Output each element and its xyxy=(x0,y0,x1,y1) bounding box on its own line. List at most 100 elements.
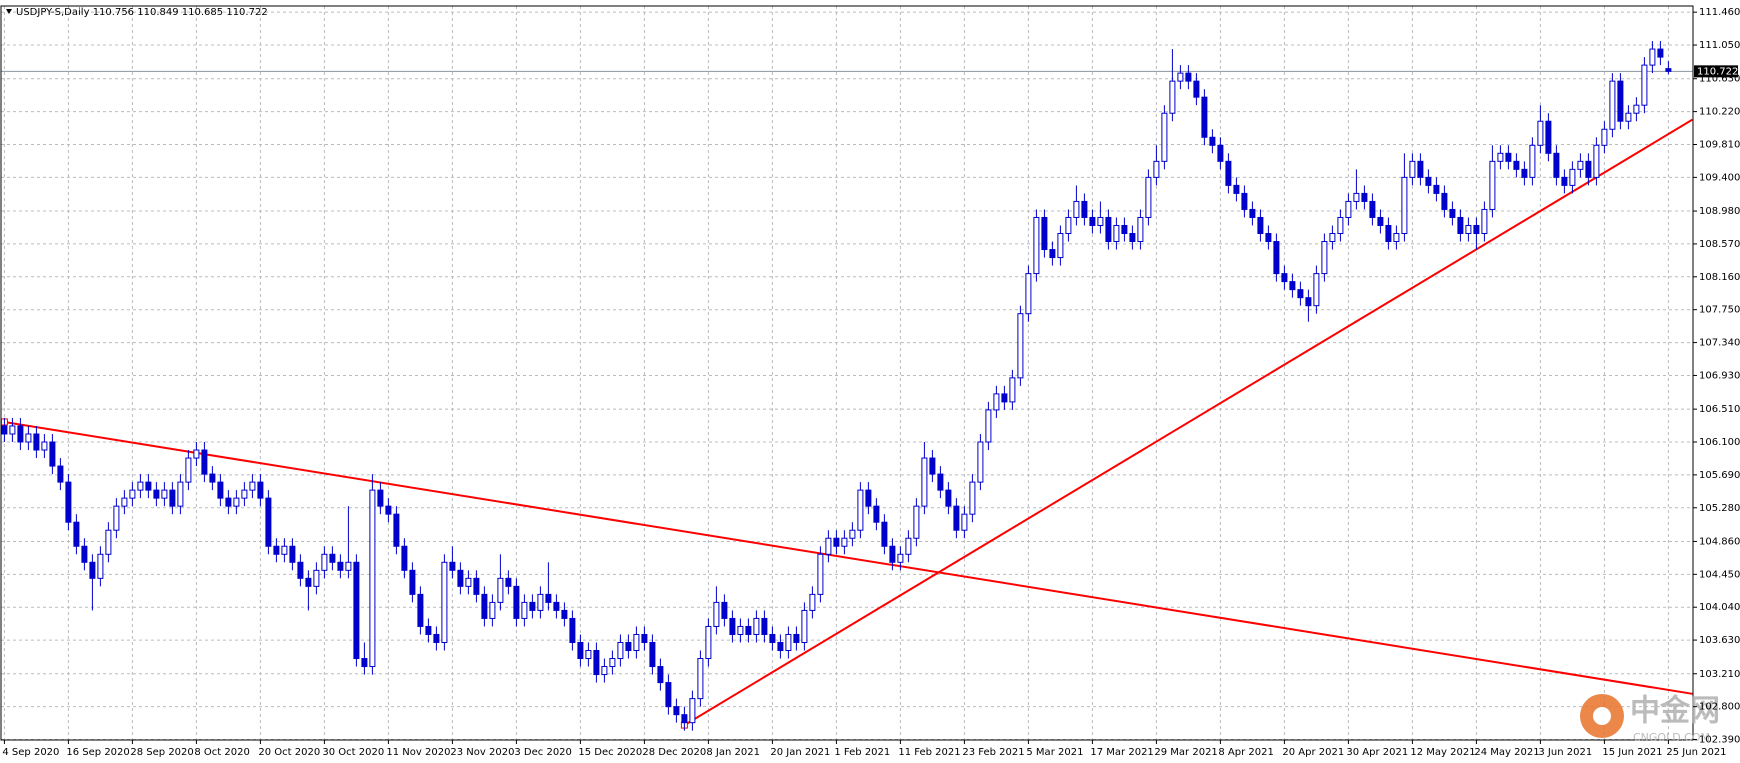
candle-body xyxy=(1113,224,1120,243)
candle-body xyxy=(689,698,696,724)
candle-body xyxy=(1257,216,1264,235)
candle-body xyxy=(833,537,840,547)
watermark-site: CNGOLD.COM xyxy=(1633,731,1710,744)
candle-body xyxy=(1321,241,1328,275)
candle-body xyxy=(1225,160,1232,186)
price-label: 110.722 xyxy=(1697,66,1738,77)
x-tick-label: 8 Oct 2020 xyxy=(194,747,249,758)
candle-body xyxy=(1473,224,1480,235)
candle-body xyxy=(545,593,552,603)
candle-body xyxy=(1033,216,1040,275)
y-tick-label: 106.100 xyxy=(1699,437,1740,448)
candle-body xyxy=(1089,216,1096,226)
candle-body xyxy=(993,393,1000,411)
x-tick-label: 11 Feb 2021 xyxy=(898,747,960,758)
candle-body xyxy=(1129,233,1136,243)
candle-body xyxy=(497,577,504,603)
candle-body xyxy=(1537,120,1544,146)
candle-body xyxy=(473,577,480,595)
candle-body xyxy=(353,561,360,660)
candle-body xyxy=(713,601,720,627)
candle-body xyxy=(1481,208,1488,235)
candle-body xyxy=(33,433,40,451)
candle-body xyxy=(265,497,272,547)
candle-body xyxy=(377,489,384,507)
axes xyxy=(0,5,1694,741)
candle-body xyxy=(1369,200,1376,218)
candle-body xyxy=(17,425,24,443)
candle-body xyxy=(825,537,832,555)
candle-body xyxy=(1041,216,1048,251)
candle-body xyxy=(297,561,304,579)
x-tick-label: 12 May 2021 xyxy=(1410,747,1475,758)
candle-body xyxy=(73,521,80,547)
y-tick-label: 106.510 xyxy=(1699,404,1740,415)
y-tick-label: 105.690 xyxy=(1699,470,1740,481)
candle-body xyxy=(1441,192,1448,210)
candle-body xyxy=(1265,233,1272,243)
candle-body xyxy=(1505,152,1512,162)
candle-body xyxy=(793,633,800,643)
x-tick-label: 3 Dec 2020 xyxy=(514,747,572,758)
candle-body xyxy=(81,545,88,563)
candle-body xyxy=(585,650,592,660)
candle-body xyxy=(57,465,64,483)
x-tick-label: 15 Jun 2021 xyxy=(1602,747,1662,758)
candle-body xyxy=(1169,80,1176,114)
candle-body xyxy=(1193,80,1200,98)
candle-body xyxy=(785,633,792,652)
candle-body xyxy=(169,489,176,507)
candle-body xyxy=(665,682,672,708)
candle-body xyxy=(1585,160,1592,178)
y-tick-label: 102.800 xyxy=(1699,702,1740,713)
candle-body xyxy=(1649,48,1656,66)
y-tick-label: 110.220 xyxy=(1699,107,1740,118)
candle-body xyxy=(601,666,608,676)
candle-body xyxy=(617,641,624,660)
candle-body xyxy=(1097,216,1104,226)
y-tick-label: 107.750 xyxy=(1699,305,1740,316)
candle-body xyxy=(657,666,664,684)
candle-body xyxy=(425,625,432,635)
candle-body xyxy=(153,489,160,499)
header-high: 110.849 xyxy=(137,7,178,18)
candle-body xyxy=(913,505,920,539)
x-tick-label: 20 Jan 2021 xyxy=(770,747,830,758)
candle-body xyxy=(929,457,936,475)
candle-body xyxy=(961,513,968,531)
candle-body xyxy=(569,617,576,643)
candle-body xyxy=(697,658,704,700)
candle-body xyxy=(1281,273,1288,283)
candle-body xyxy=(369,489,376,668)
candle-body xyxy=(1465,224,1472,235)
candle-body xyxy=(1065,216,1072,235)
candle-body xyxy=(1489,160,1496,210)
candle-body xyxy=(449,561,456,571)
candle-body xyxy=(137,481,144,491)
y-tick-label: 108.160 xyxy=(1699,272,1740,283)
candle-body xyxy=(1633,104,1640,114)
candle-body xyxy=(65,481,72,523)
candle-body xyxy=(1121,224,1128,235)
symbol: USDJPY-S,Daily xyxy=(16,7,90,18)
candle-body xyxy=(1545,120,1552,154)
candle-body xyxy=(649,641,656,668)
x-tick-label: 20 Apr 2021 xyxy=(1282,747,1344,758)
candle-body xyxy=(225,497,232,507)
candle-body xyxy=(1137,216,1144,243)
candle-body xyxy=(1,425,8,435)
candle-body xyxy=(817,553,824,595)
candle-body xyxy=(1577,160,1584,170)
x-tick-label: 25 Jun 2021 xyxy=(1666,747,1726,758)
candle-body xyxy=(1513,160,1520,170)
candle-body xyxy=(1417,160,1424,178)
y-tick-label: 103.210 xyxy=(1699,669,1740,680)
y-tick-label: 104.860 xyxy=(1699,536,1740,547)
candle-body xyxy=(1001,393,1008,403)
candle-body xyxy=(1521,168,1528,178)
candle-body xyxy=(633,633,640,652)
candle-body xyxy=(609,658,616,668)
candle-body xyxy=(441,561,448,643)
x-tick-label: 5 Mar 2021 xyxy=(1026,747,1083,758)
